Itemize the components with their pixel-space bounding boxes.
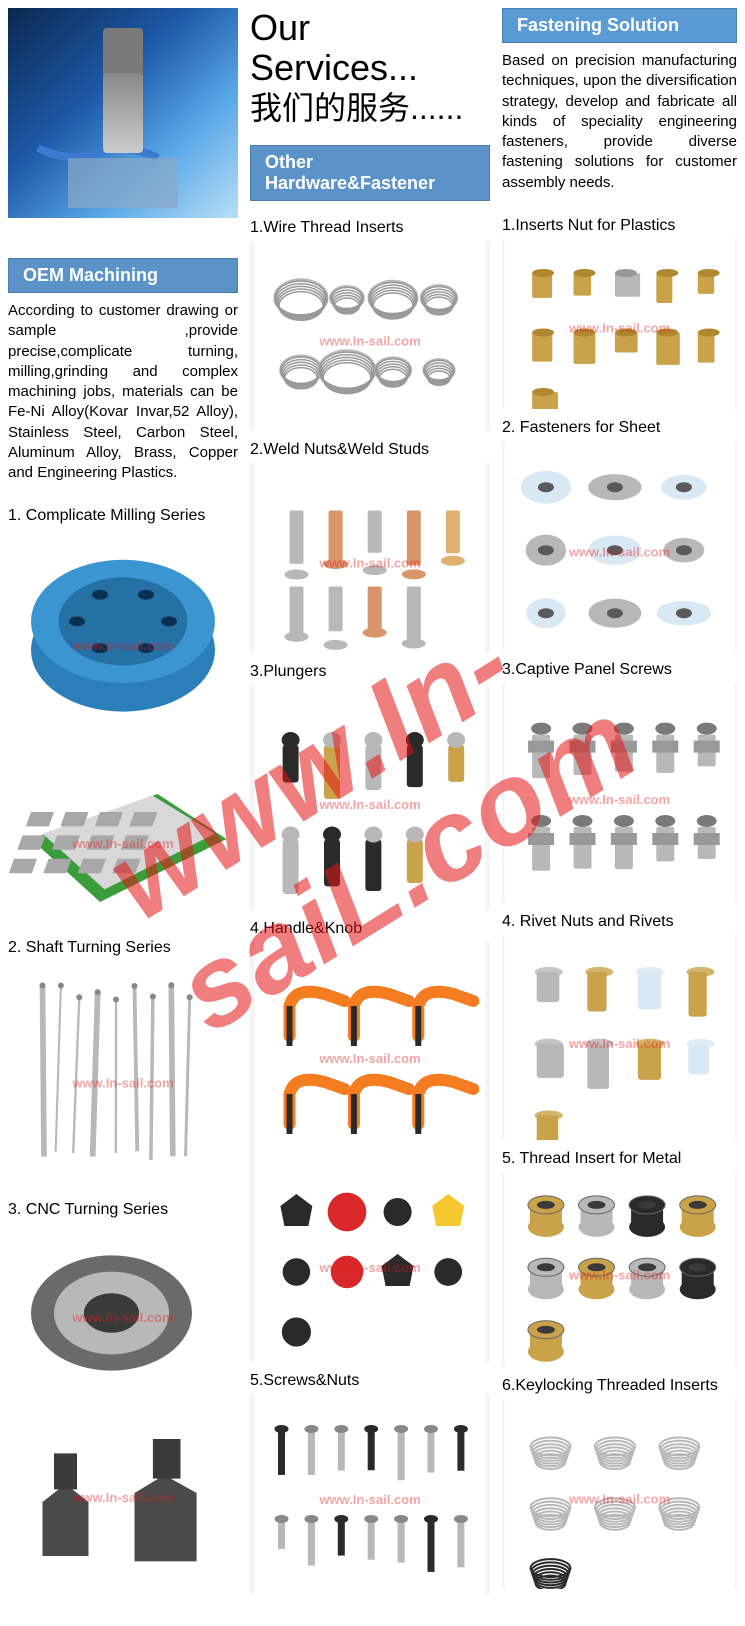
cnc-hero-image xyxy=(8,8,238,218)
page-container: OEM Machining According to customer draw… xyxy=(0,0,745,1602)
other-item-image-1: www.In-sail.com xyxy=(250,463,490,653)
fastening-item-label-5: 6.Keylocking Threaded Inserts xyxy=(502,1377,737,1395)
fastening-item-label-3: 4. Rivet Nuts and Rivets xyxy=(502,913,737,931)
other-item-image-4: www.In-sail.com xyxy=(250,1162,490,1362)
other-item-image-3: www.In-sail.com xyxy=(250,942,490,1162)
other-item-label-0: 1.Wire Thread Inserts xyxy=(250,219,490,237)
title-line1: Our xyxy=(250,7,310,48)
svg-text:www.In-sail.com: www.In-sail.com xyxy=(318,1260,420,1275)
svg-text:www.In-sail.com: www.In-sail.com xyxy=(568,792,670,807)
svg-text:www.In-sail.com: www.In-sail.com xyxy=(568,1036,670,1051)
fastening-item-label-0: 1.Inserts Nut for Plastics xyxy=(502,217,737,235)
svg-text:www.In-sail.com: www.In-sail.com xyxy=(71,638,173,653)
svg-text:www.In-sail.com: www.In-sail.com xyxy=(71,1490,173,1505)
svg-text:www.In-sail.com: www.In-sail.com xyxy=(568,544,670,559)
column-fastening: Fastening Solution Based on precision ma… xyxy=(502,8,737,1594)
oem-item-label-0: 1. Complicate Milling Series xyxy=(8,507,238,525)
oem-item-image-4: www.In-sail.com xyxy=(8,1403,238,1583)
column-oem: OEM Machining According to customer draw… xyxy=(8,8,238,1594)
fastening-item-label-4: 5. Thread Insert for Metal xyxy=(502,1150,737,1168)
svg-text:www.In-sail.com: www.In-sail.com xyxy=(318,1051,420,1066)
svg-text:www.In-sail.com: www.In-sail.com xyxy=(318,555,420,570)
oem-body-text: According to customer drawing or sample … xyxy=(8,301,238,483)
oem-item-label-3: 3. CNC Turning Series xyxy=(8,1201,238,1219)
fastening-item-image-0: www.In-sail.com xyxy=(502,239,737,409)
fastening-item-label-1: 2. Fasteners for Sheet xyxy=(502,419,737,437)
svg-text:www.In-sail.com: www.In-sail.com xyxy=(71,1076,173,1091)
fastening-item-image-3: www.In-sail.com xyxy=(502,935,737,1140)
title-line2: Services... xyxy=(250,47,418,88)
fastening-item-image-5: www.In-sail.com xyxy=(502,1399,737,1589)
other-item-image-2: www.In-sail.com xyxy=(250,685,490,910)
other-item-image-0: www.In-sail.com xyxy=(250,241,490,431)
fastening-body-text: Based on precision manufacturing techniq… xyxy=(502,51,737,193)
svg-text:www.In-sail.com: www.In-sail.com xyxy=(568,1491,670,1506)
other-item-label-2: 3.Plungers xyxy=(250,663,490,681)
oem-header: OEM Machining xyxy=(8,258,238,293)
oem-item-image-0: www.In-sail.com xyxy=(8,529,238,749)
svg-text:www.In-sail.com: www.In-sail.com xyxy=(568,320,670,335)
services-title: Our Services... 我们的服务...... xyxy=(250,8,490,127)
oem-item-image-3: www.In-sail.com xyxy=(8,1223,238,1403)
oem-item-label-2: 2. Shaft Turning Series xyxy=(8,939,238,957)
oem-item-image-1: www.In-sail.com xyxy=(8,749,238,929)
fastening-item-image-4: www.In-sail.com xyxy=(502,1172,737,1367)
fastening-header: Fastening Solution xyxy=(502,8,737,43)
svg-text:www.In-sail.com: www.In-sail.com xyxy=(318,1492,420,1507)
other-item-label-1: 2.Weld Nuts&Weld Studs xyxy=(250,441,490,459)
fastening-items: 1.Inserts Nut for Plastics www.In-sail.co… xyxy=(502,207,737,1589)
fastening-item-label-2: 3.Captive Panel Screws xyxy=(502,661,737,679)
title-line3: 我们的服务...... xyxy=(250,90,463,126)
other-header: Other Hardware&Fastener xyxy=(250,145,490,201)
oem-items: 1. Complicate Milling Series www.In-sail.… xyxy=(8,497,238,1583)
fastening-item-image-2: www.In-sail.com xyxy=(502,683,737,903)
svg-text:www.In-sail.com: www.In-sail.com xyxy=(71,1310,173,1325)
fastening-item-image-1: www.In-sail.com xyxy=(502,441,737,651)
oem-item-image-2: www.In-sail.com xyxy=(8,961,238,1191)
svg-text:www.In-sail.com: www.In-sail.com xyxy=(71,836,173,851)
other-item-label-3: 4.Handle&Knob xyxy=(250,920,490,938)
svg-text:www.In-sail.com: www.In-sail.com xyxy=(318,797,420,812)
svg-text:www.In-sail.com: www.In-sail.com xyxy=(318,333,420,348)
other-item-label-5: 5.Screws&Nuts xyxy=(250,1372,490,1390)
other-item-image-5: www.In-sail.com xyxy=(250,1394,490,1594)
column-other: Our Services... 我们的服务...... Other Hardwa… xyxy=(250,8,490,1594)
svg-text:www.In-sail.com: www.In-sail.com xyxy=(568,1267,670,1282)
other-items: 1.Wire Thread Inserts www.In-sail.com 2.We… xyxy=(250,209,490,1594)
